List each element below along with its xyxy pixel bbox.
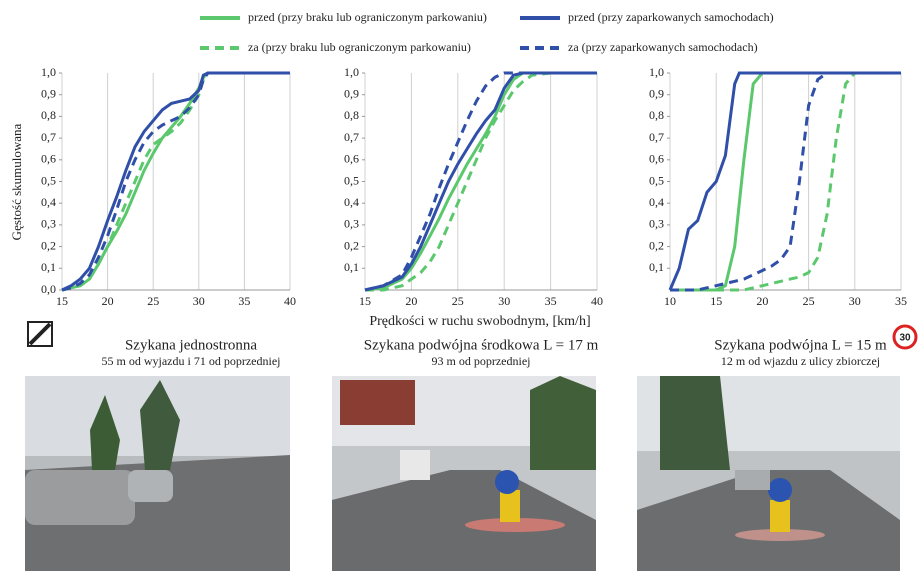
x-tick-label: 15 [710,294,722,308]
chart-subtitle: 55 m od wyjazdu i 71 od poprzedniej [102,354,281,368]
series-line [365,73,597,290]
x-tick-label: 15 [359,294,371,308]
sign-label: 30 [899,333,911,344]
y-tick-label: 0,9 [649,86,664,100]
y-tick-label: 0,6 [41,152,56,166]
y-axis-label: Gęstość skumulowana [9,123,24,240]
y-tick-label: 0,2 [41,238,56,252]
series-line [670,73,901,290]
x-tick-label: 25 [803,294,815,308]
series-line [670,73,901,290]
y-tick-label: 0,7 [41,130,56,144]
series-line [365,73,597,290]
y-tick-label: 0,1 [41,260,56,274]
y-tick-label: 0,8 [649,108,664,122]
x-tick-label: 35 [895,294,907,308]
chart-title: Szykana jednostronna [125,337,257,353]
legend-label: przed (przy braku lub ograniczonym parko… [248,10,487,24]
photo [25,376,290,571]
chart-subtitle: 93 m od poprzedniej [432,354,531,368]
series-line [62,73,290,290]
x-tick-label: 30 [193,294,205,308]
end-zone-sign [28,322,52,346]
y-tick-label: 0,3 [344,217,359,231]
y-tick-label: 1,0 [649,65,664,79]
x-axis-label: Prędkości w ruchu swobodnym, [km/h] [369,314,590,329]
y-tick-label: 0,2 [649,238,664,252]
x-tick-label: 35 [238,294,250,308]
x-tick-label: 30 [849,294,861,308]
x-tick-label: 20 [756,294,768,308]
speed-limit-sign: 30 [894,326,916,348]
photo [637,376,900,571]
y-tick-label: 0,4 [344,195,359,209]
y-tick-label: 0,6 [344,152,359,166]
y-tick-label: 1,0 [344,65,359,79]
x-tick-label: 25 [452,294,464,308]
x-tick-label: 40 [284,294,296,308]
y-tick-label: 0,6 [649,152,664,166]
y-tick-label: 0,5 [649,173,664,187]
y-tick-label: 0,5 [41,173,56,187]
photo [332,376,596,571]
series-line [670,73,901,290]
x-tick-label: 15 [56,294,68,308]
y-tick-label: 0,1 [344,260,359,274]
chart-subtitle: 12 m od wjazdu z ulicy zbiorczej [721,354,880,368]
x-tick-label: 40 [591,294,603,308]
x-tick-label: 20 [405,294,417,308]
series-line [365,73,597,290]
y-tick-label: 0,8 [344,108,359,122]
y-tick-label: 0,9 [41,86,56,100]
y-tick-label: 0,4 [41,195,56,209]
series-line [62,73,290,290]
legend-label: za (przy zaparkowanych samochodach) [568,40,758,54]
x-tick-label: 20 [102,294,114,308]
legend-label: za (przy braku lub ograniczonym parkowan… [248,40,471,54]
chart-title: Szykana podwójna środkowa L = 17 m [364,337,599,353]
y-tick-label: 0,9 [344,86,359,100]
y-tick-label: 0,1 [649,260,664,274]
x-tick-label: 25 [147,294,159,308]
legend-label: przed (przy zaparkowanych samochodach) [568,10,774,24]
chart-title: Szykana podwójna L = 15 m [714,337,887,353]
x-tick-label: 35 [545,294,557,308]
y-tick-label: 1,0 [41,65,56,79]
x-tick-label: 30 [498,294,510,308]
y-tick-label: 0,8 [41,108,56,122]
y-tick-label: 0,7 [649,130,664,144]
series-line [62,73,290,290]
figure: 30 Gęstość skumulowana Prędkości w ruchu… [0,0,918,571]
y-tick-label: 0,4 [649,195,664,209]
y-tick-label: 0,5 [344,173,359,187]
y-tick-label: 0,2 [344,238,359,252]
y-tick-label: 0,3 [41,217,56,231]
series-line [365,73,597,290]
y-tick-label: 0,7 [344,130,359,144]
series-line [670,73,901,290]
x-tick-label: 10 [664,294,676,308]
y-tick-label: 0,3 [649,217,664,231]
y-tick-label: 0,0 [41,282,56,296]
series-line [62,73,290,290]
